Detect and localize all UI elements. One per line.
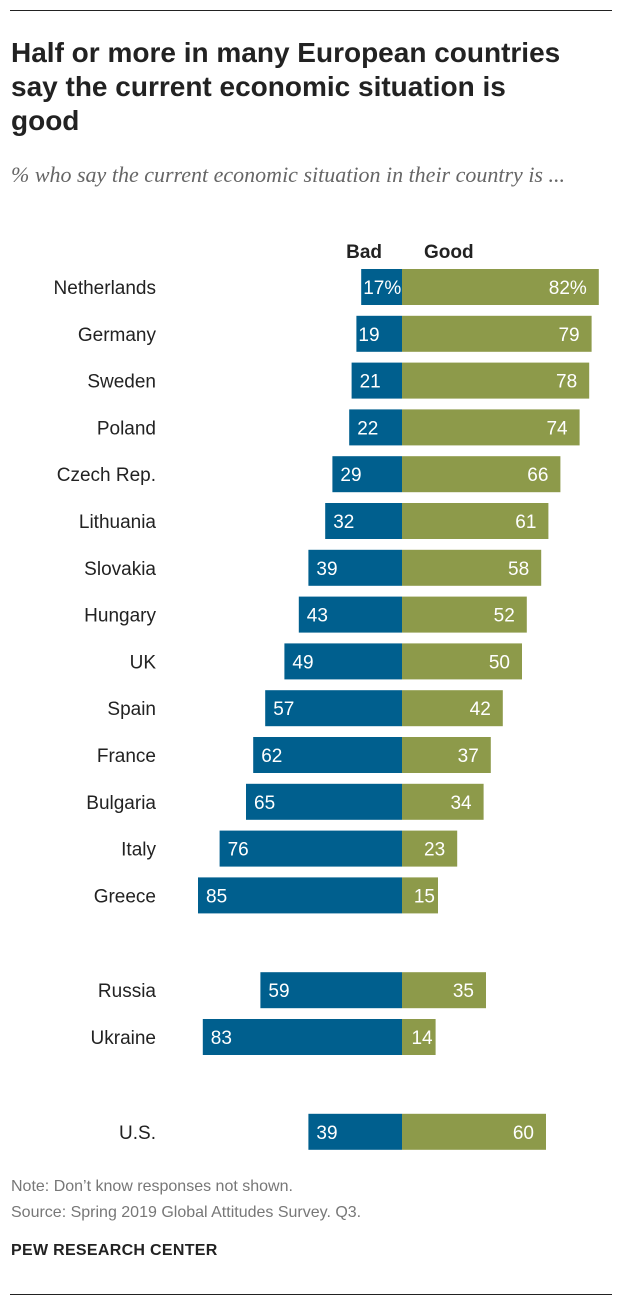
value-bad-france: 62: [261, 746, 282, 767]
value-good-sweden: 78: [556, 372, 577, 393]
value-bad-czech-rep: 29: [340, 465, 361, 486]
country-label-slovakia: Slovakia: [84, 559, 156, 580]
bar-good-france: [402, 737, 491, 773]
top-rule: [10, 10, 612, 11]
bar-good-lithuania: [402, 503, 549, 539]
bottom-rule: [10, 1294, 612, 1295]
country-label-hungary: Hungary: [84, 606, 156, 627]
value-good-u-s: 60: [513, 1123, 534, 1144]
country-label-ukraine: Ukraine: [91, 1028, 156, 1049]
value-good-lithuania: 61: [515, 512, 536, 533]
value-good-russia: 35: [453, 981, 474, 1002]
value-bad-germany: 19: [358, 325, 379, 346]
value-good-bulgaria: 34: [450, 793, 472, 814]
bar-bad-greece: [198, 877, 402, 914]
value-bad-u-s: 39: [316, 1123, 337, 1144]
value-bad-netherlands: 17%: [363, 278, 401, 299]
bar-good-slovakia: [402, 549, 542, 586]
value-bad-sweden: 21: [360, 372, 381, 393]
value-good-czech-rep: 66: [527, 465, 548, 486]
bar-bad-france: [253, 737, 402, 773]
source-text: Source: Spring 2019 Global Attitudes Sur…: [11, 1204, 362, 1221]
value-bad-russia: 59: [268, 981, 289, 1002]
country-label-netherlands: Netherlands: [54, 278, 156, 299]
chart-title: Half or more in many European countries …: [11, 37, 561, 136]
country-label-poland: Poland: [97, 418, 156, 439]
country-label-uk: UK: [130, 652, 157, 673]
bar-bad-russia: [260, 972, 402, 1009]
bar-bad-germany: [356, 315, 402, 352]
bar-good-ukraine: [402, 1019, 436, 1055]
brand-logo-text: PEW RESEARCH CENTER: [11, 1242, 218, 1259]
legend-good: Good: [424, 242, 474, 263]
value-bad-slovakia: 39: [316, 559, 337, 580]
value-good-italy: 23: [424, 840, 445, 861]
bar-good-u-s: [402, 1113, 546, 1150]
country-label-russia: Russia: [98, 981, 157, 1002]
bar-bad-uk: [284, 643, 402, 680]
value-good-greece: 15: [414, 886, 435, 907]
bar-good-germany: [402, 315, 592, 352]
bar-bad-lithuania: [325, 503, 402, 539]
bar-bad-sweden: [351, 362, 402, 399]
bar-bad-spain: [265, 690, 402, 727]
note-text: Note: Don’t know responses not shown.: [11, 1178, 293, 1195]
value-bad-ukraine: 83: [211, 1028, 232, 1049]
bar-bad-slovakia: [308, 549, 402, 586]
bar-good-uk: [402, 643, 522, 680]
bar-good-poland: [402, 409, 580, 446]
value-bad-italy: 76: [228, 840, 249, 861]
bar-good-russia: [402, 972, 486, 1009]
bar-bad-hungary: [298, 596, 402, 633]
bar-bad-czech-rep: [332, 456, 402, 493]
value-good-ukraine: 14: [411, 1028, 433, 1049]
value-good-netherlands: 82%: [549, 278, 587, 299]
value-bad-uk: 49: [292, 652, 313, 673]
value-good-france: 37: [458, 746, 479, 767]
country-label-bulgaria: Bulgaria: [86, 793, 156, 814]
value-good-slovakia: 58: [508, 559, 529, 580]
bar-bad-u-s: [308, 1113, 402, 1150]
country-label-sweden: Sweden: [87, 372, 156, 393]
country-label-u-s: U.S.: [119, 1123, 156, 1144]
bar-good-sweden: [402, 362, 590, 399]
bar-bad-italy: [219, 830, 402, 867]
bar-good-greece: [402, 877, 438, 914]
value-good-uk: 50: [489, 652, 510, 673]
bar-good-spain: [402, 690, 503, 727]
value-good-hungary: 52: [494, 606, 515, 627]
value-good-spain: 42: [470, 699, 491, 720]
bar-good-bulgaria: [402, 783, 484, 820]
country-label-spain: Spain: [107, 699, 156, 720]
value-bad-lithuania: 32: [333, 512, 354, 533]
country-label-france: France: [97, 746, 156, 767]
country-label-lithuania: Lithuania: [79, 512, 157, 533]
country-label-italy: Italy: [121, 840, 156, 861]
bar-good-czech-rep: [402, 456, 561, 493]
chart-rows: Netherlands 17% 82% Germany 19 79 Sweden 21 78 Po…: [54, 269, 599, 1150]
bar-bad-ukraine: [202, 1019, 402, 1055]
chart-subtitle: % who say the current economic situation…: [11, 162, 565, 187]
value-bad-spain: 57: [273, 699, 294, 720]
value-good-poland: 74: [546, 418, 568, 439]
value-good-germany: 79: [558, 325, 579, 346]
country-label-czech-rep: Czech Rep.: [57, 465, 156, 486]
diverging-bar-chart: Bad Good Netherlands 17% 82% Germany 19 79 Swe…: [54, 242, 599, 1150]
bar-good-italy: [402, 830, 458, 867]
country-label-germany: Germany: [78, 325, 157, 346]
bar-good-hungary: [402, 596, 527, 633]
country-label-greece: Greece: [94, 886, 156, 907]
value-bad-hungary: 43: [307, 606, 328, 627]
value-bad-greece: 85: [206, 886, 227, 907]
bar-bad-poland: [349, 409, 402, 446]
bar-good-netherlands: [402, 269, 599, 305]
value-bad-bulgaria: 65: [254, 793, 275, 814]
bar-bad-netherlands: [361, 269, 402, 305]
bar-bad-bulgaria: [246, 783, 402, 820]
value-bad-poland: 22: [357, 418, 378, 439]
legend-bad: Bad: [346, 242, 382, 263]
